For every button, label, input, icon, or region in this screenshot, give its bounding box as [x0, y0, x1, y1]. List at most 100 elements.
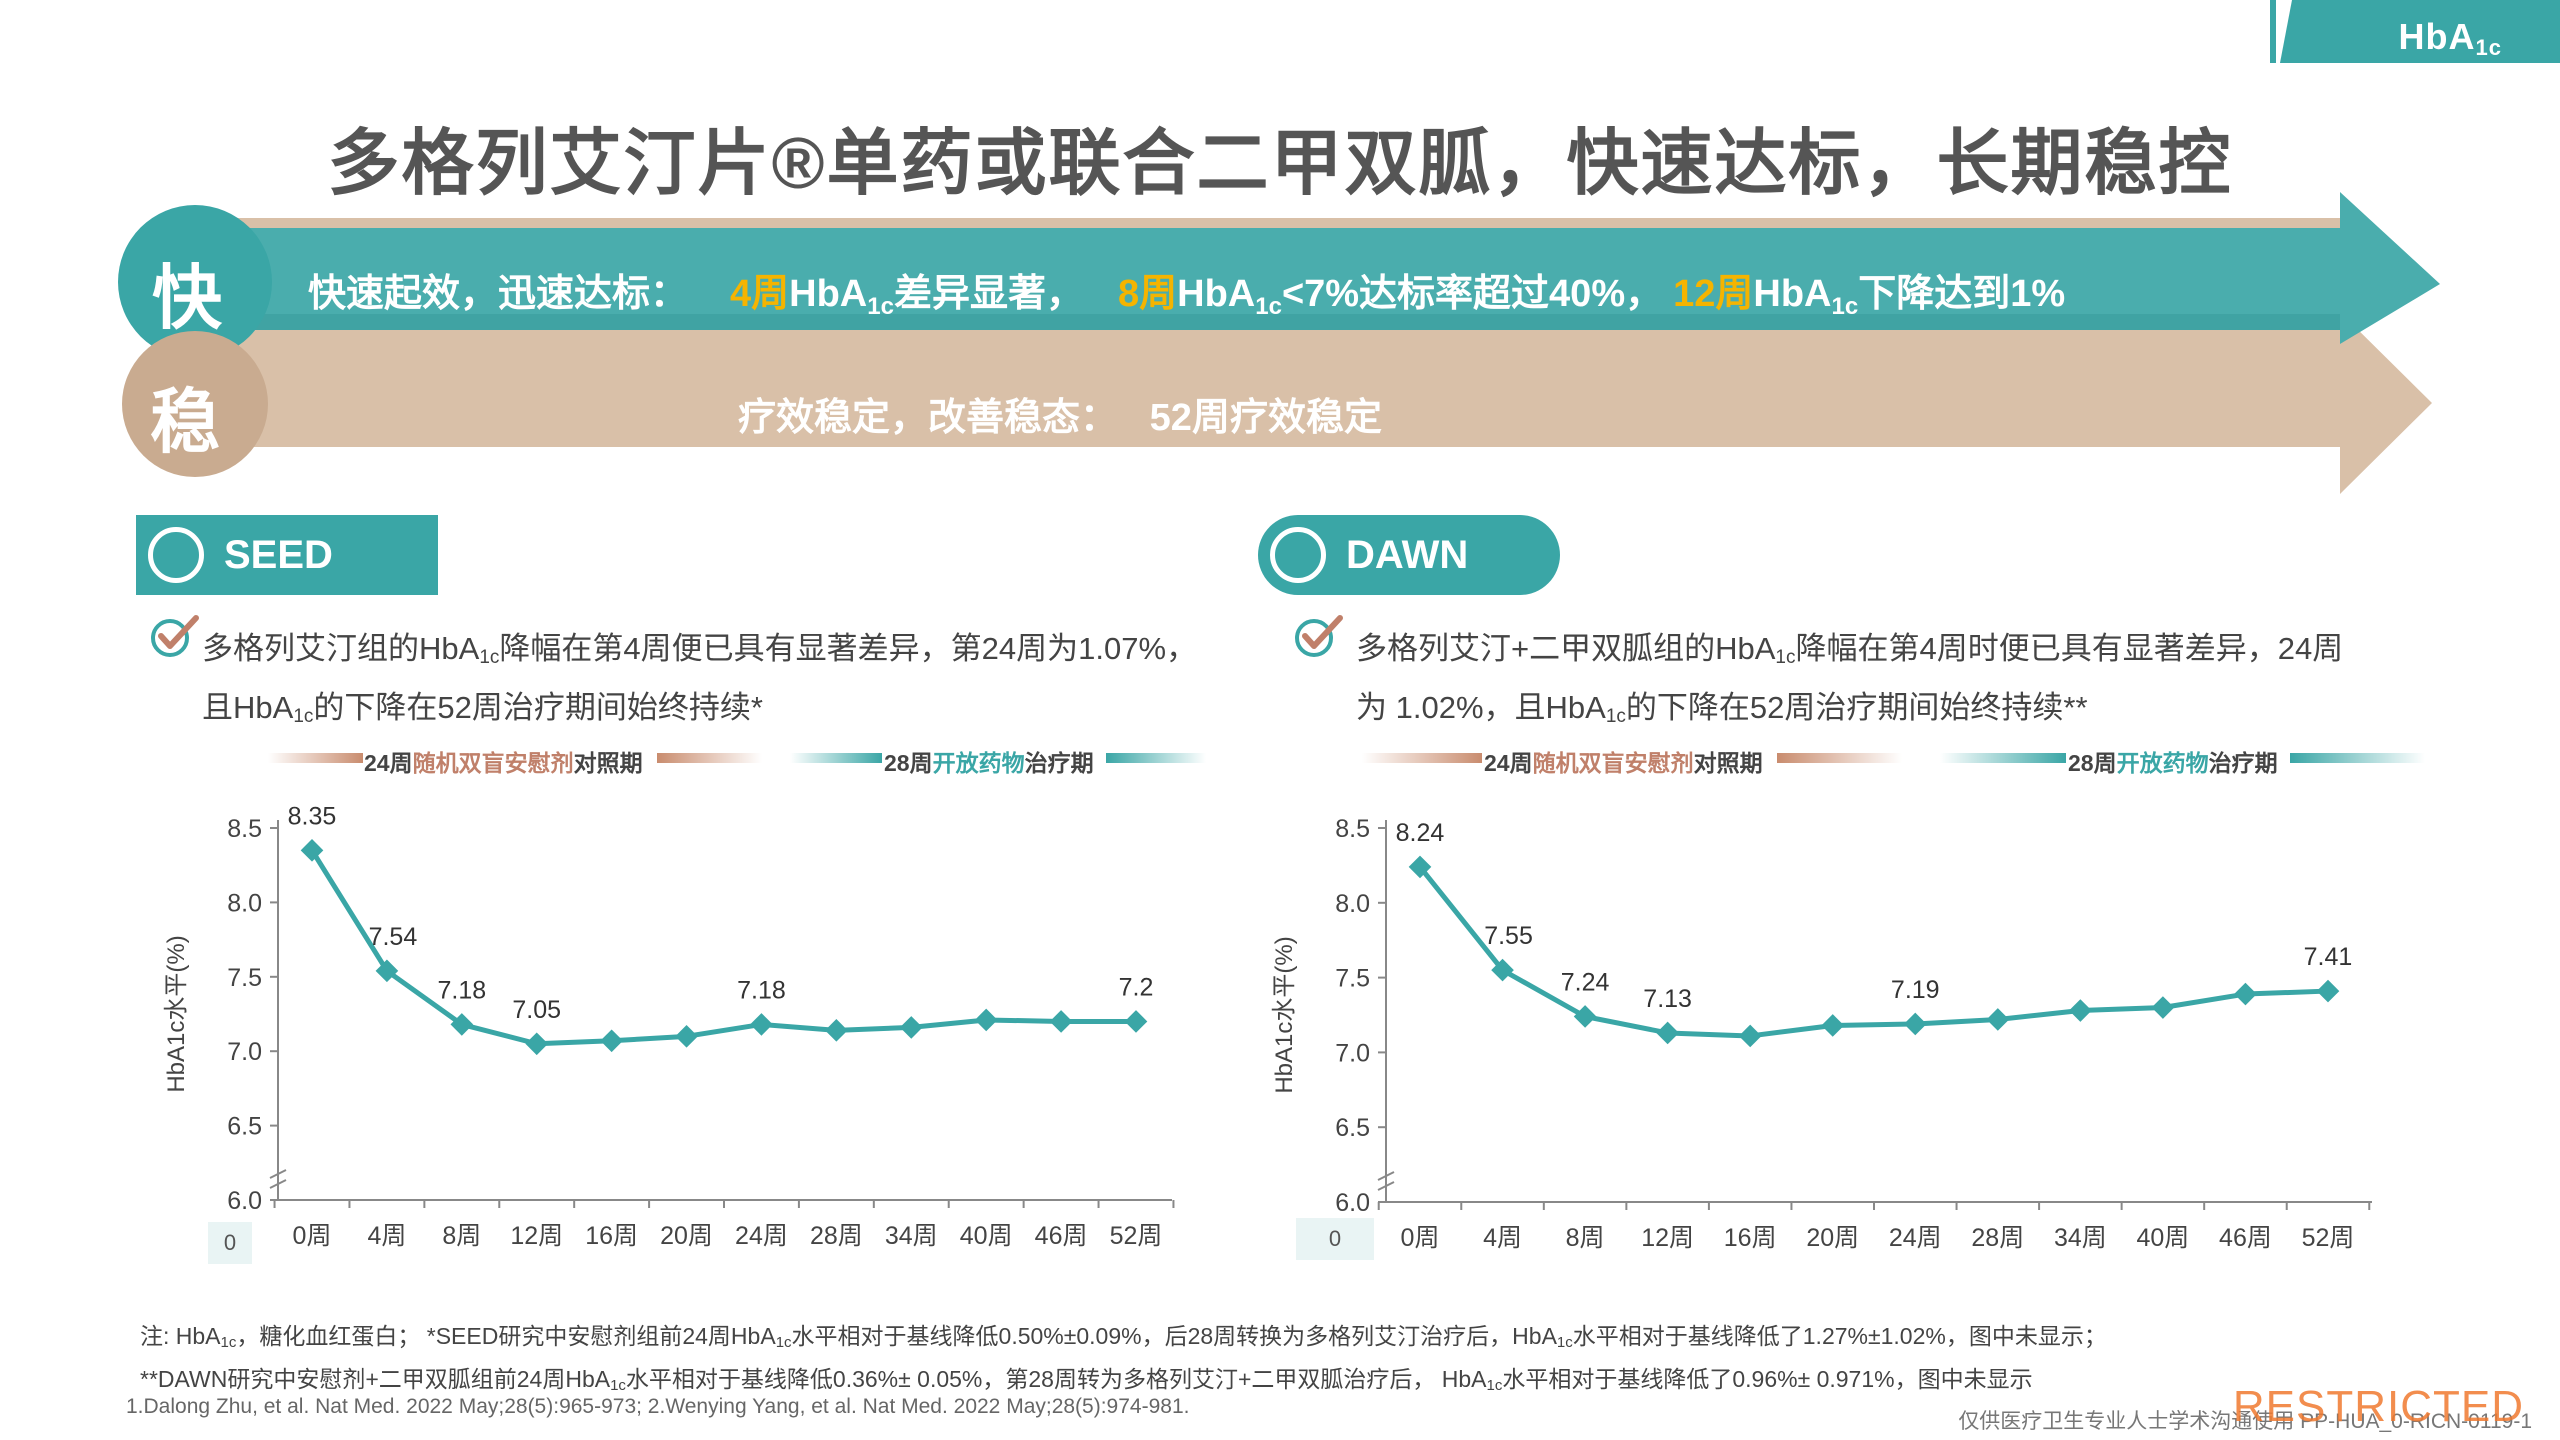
data-point	[1738, 1024, 1762, 1048]
origin-label: 0	[208, 1222, 252, 1264]
data-point	[600, 1029, 623, 1053]
seed-description: 多格列艾汀组的HbA1c降幅在第4周便已具有显著差异，第24周为1.07%， 且…	[202, 631, 1198, 727]
y-tick-label: 8.0	[227, 889, 262, 917]
x-tick-label: 20周	[1806, 1224, 1859, 1252]
dawn-label-box: DAWN	[1258, 515, 1560, 595]
data-point	[300, 839, 324, 862]
y-tick-label: 7.0	[1335, 1039, 1370, 1067]
data-label: 7.54	[369, 923, 418, 951]
x-tick-label: 4周	[1483, 1224, 1522, 1252]
x-tick-label: 0周	[293, 1222, 332, 1250]
data-point	[2069, 999, 2092, 1022]
tag-label: HbA1c	[2398, 16, 2502, 60]
data-point	[675, 1025, 698, 1048]
phase-label-placebo: 24周随机双盲安慰剂对照期	[364, 750, 643, 776]
fast-banner-text: 快速起效，迅速达标： 4周HbA1c差异显著， 8周HbA1c<7%达标率超过40%…	[308, 273, 2066, 320]
series-line	[1418, 865, 2329, 1039]
seed-label: SEED	[224, 533, 333, 577]
y-tick-label: 8.5	[1335, 815, 1370, 843]
y-tick-label: 7.5	[227, 964, 262, 992]
y-tick-label: 8.0	[1335, 890, 1370, 918]
x-tick-label: 46周	[2219, 1224, 2272, 1252]
dawn-label: DAWN	[1346, 533, 1469, 577]
fast-char: 快	[152, 259, 222, 337]
phase-label-placebo: 24周随机双盲安慰剂对照期	[1484, 750, 1763, 776]
data-point	[525, 1032, 549, 1056]
data-label: 7.05	[512, 996, 561, 1024]
data-point	[1821, 1014, 1845, 1037]
x-tick-label: 24周	[735, 1222, 788, 1250]
data-point	[2234, 982, 2257, 1006]
origin-label: 0	[1296, 1218, 1374, 1260]
fast-circle	[118, 205, 272, 359]
check-icon	[1295, 615, 1343, 657]
data-label: 7.19	[1891, 976, 1940, 1004]
phase-fade	[1362, 753, 1482, 763]
x-tick-label: 24周	[1889, 1224, 1942, 1252]
axis-break	[269, 1179, 287, 1189]
stable-char: 稳	[150, 383, 220, 461]
x-tick-label: 16周	[1724, 1224, 1777, 1252]
footer-disclaimer: 仅供医疗卫生专业人士学术沟通使用 PP-HUA_0-RICN-0119-1	[1958, 1410, 2532, 1433]
data-label: 7.55	[1484, 922, 1533, 950]
seed-label-box: SEED	[136, 515, 438, 595]
axis-break	[1377, 1171, 1395, 1181]
y-axis-label: HbA1c水平(%)	[1271, 936, 1298, 1093]
x-tick-label: 0周	[1401, 1224, 1440, 1252]
phase-fade	[268, 753, 363, 763]
x-tick-label: 40周	[960, 1222, 1013, 1250]
tag-shape	[2270, 0, 2560, 63]
data-label: 8.24	[1396, 819, 1445, 847]
data-point	[825, 1019, 848, 1042]
phase-fade	[1777, 753, 1902, 763]
x-tick-label: 4周	[367, 1222, 406, 1250]
references: 1.Dalong Zhu, et al. Nat Med. 2022 May;2…	[126, 1395, 1190, 1418]
data-point	[1903, 1012, 1927, 1036]
data-point	[1124, 1010, 1148, 1033]
check-icon	[151, 615, 199, 657]
y-tick-label: 6.5	[1335, 1114, 1370, 1142]
series-line	[309, 849, 1136, 1047]
data-label: 7.2	[1119, 973, 1154, 1001]
data-point	[974, 1008, 998, 1032]
y-tick-label: 6.0	[227, 1187, 262, 1215]
data-point	[1573, 1005, 1597, 1028]
x-tick-label: 20周	[660, 1222, 713, 1250]
x-tick-label: 34周	[2054, 1224, 2107, 1252]
y-tick-label: 7.5	[1335, 965, 1370, 993]
circle-icon	[148, 527, 204, 583]
data-point	[1656, 1021, 1679, 1045]
dawn-description: 多格列艾汀+二甲双胍组的HbA1c降幅在第4周时便已具有显著差异，24周 为 1…	[1356, 631, 2344, 727]
stable-banner-text: 疗效稳定，改善稳态： 52周疗效稳定	[738, 397, 1382, 439]
x-tick-label: 8周	[1566, 1224, 1605, 1252]
x-tick-label: 28周	[810, 1222, 863, 1250]
x-tick-label: 52周	[1110, 1222, 1163, 1250]
hba1c-tag: HbA1c	[2270, 0, 2560, 63]
restricted-stamp: RESTRICTED	[2232, 1382, 2524, 1431]
data-point	[2151, 996, 2175, 1019]
x-tick-label: 34周	[885, 1222, 938, 1250]
data-point	[899, 1016, 923, 1039]
x-tick-label: 16周	[585, 1222, 638, 1250]
x-tick-label: 52周	[2302, 1224, 2355, 1252]
data-label: 7.18	[737, 976, 786, 1004]
data-label: 7.18	[437, 976, 486, 1004]
fast-arrow	[195, 192, 2440, 344]
page-title: 多格列艾汀片®单药或联合二甲双胍，快速达标，长期稳控	[327, 124, 2233, 204]
axis-break	[269, 1169, 287, 1179]
y-tick-label: 6.5	[227, 1113, 262, 1141]
phase-label-open: 28周开放药物治疗期	[2068, 750, 2278, 776]
data-label: 8.35	[288, 802, 337, 830]
axis-break	[1377, 1181, 1395, 1191]
footnotes: 注: HbA1c，糖化血红蛋白； *SEED研究中安慰剂组前24周HbA1c水平…	[140, 1323, 2107, 1394]
phase-fade	[2290, 753, 2425, 763]
x-tick-label: 12周	[1641, 1224, 1694, 1252]
phase-label-open: 28周开放药物治疗期	[884, 750, 1094, 776]
y-tick-label: 8.5	[227, 815, 262, 843]
data-label: 7.13	[1643, 985, 1692, 1013]
data-point	[1986, 1008, 2010, 1031]
y-tick-label: 7.0	[227, 1038, 262, 1066]
circle-icon	[1270, 527, 1326, 583]
x-tick-label: 46周	[1035, 1222, 1088, 1250]
data-point	[2316, 979, 2340, 1003]
